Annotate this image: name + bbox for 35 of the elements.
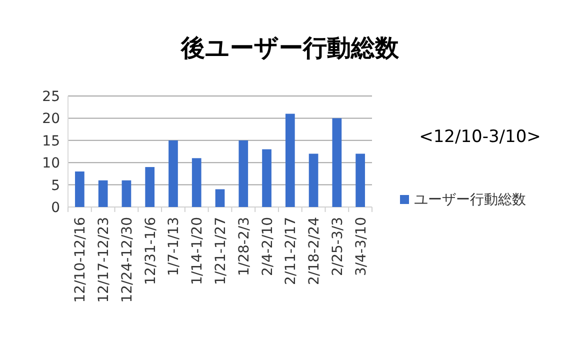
x-tick-label: 2/25-3/3	[330, 217, 346, 276]
y-tick-label: 25	[42, 89, 60, 105]
y-tick-label: 5	[51, 178, 60, 194]
text: <12/10-3/10>	[419, 127, 541, 147]
y-tick-label: 15	[42, 133, 60, 150]
bar	[98, 180, 108, 207]
x-tick-label: 12/31-1/6	[142, 216, 159, 285]
x-tick-label: 1/14-1/20	[190, 217, 206, 285]
x-tick-label: 2/18-2/24	[306, 216, 323, 285]
x-tick-label: 2/11-2/17	[283, 217, 300, 285]
x-tick-label: 12/10-12/16	[72, 216, 89, 303]
chart-title: 後ユーザー行動総数	[180, 34, 400, 62]
x-tick-label: 1/7-1/13	[166, 217, 182, 276]
x-tick-label: 2/4-2/10	[260, 217, 276, 276]
bar	[215, 189, 225, 207]
bar	[238, 140, 248, 207]
x-tick-label: 1/28-2/3	[236, 217, 252, 276]
x-tick-label: 3/4-3/10	[353, 217, 370, 276]
bar	[168, 140, 178, 207]
bar	[356, 154, 365, 207]
x-tick-label: 12/24-12/30	[119, 217, 136, 303]
bar	[285, 114, 295, 207]
y-tick-label: 10	[42, 156, 60, 172]
legend-label: ユーザー行動総数	[414, 192, 526, 208]
bar	[145, 167, 155, 207]
bar	[332, 118, 342, 207]
bar	[75, 171, 84, 207]
bar	[122, 180, 132, 207]
x-tick-label: 12/17-12/23	[96, 217, 112, 303]
bar	[262, 149, 272, 207]
y-tick-label: 20	[42, 111, 60, 128]
bar	[192, 158, 202, 207]
bar	[308, 154, 318, 207]
y-tick-label: 0	[51, 200, 60, 216]
x-tick-label: 1/21-1/27	[213, 217, 229, 285]
